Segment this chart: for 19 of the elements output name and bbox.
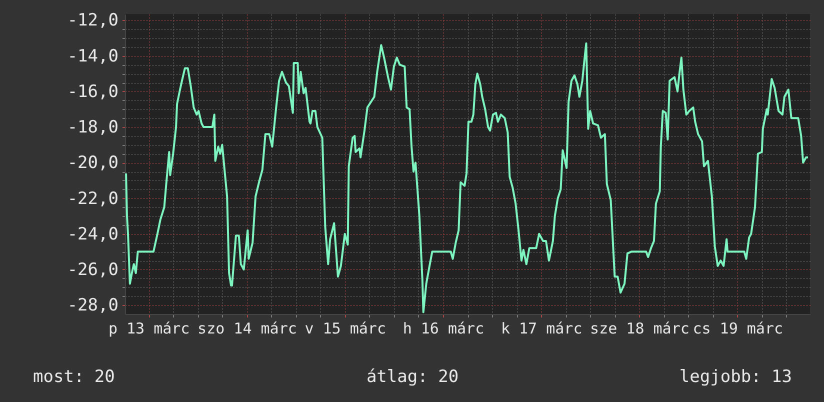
x-tick-label: v 15 márc (304, 320, 386, 338)
y-tick-label: -16,0 (67, 82, 118, 102)
y-tick-label: -18,0 (67, 118, 118, 138)
y-tick-label: -28,0 (67, 296, 118, 316)
text: átlag: 20 (366, 367, 459, 387)
x-tick-label: p 13 márc (108, 320, 190, 338)
y-tick-label: -12,0 (67, 10, 118, 31)
text: most: 20 (33, 367, 115, 387)
y-tick-label: -22,0 (67, 188, 118, 209)
x-tick-label: k 17 márc (500, 320, 582, 338)
x-tick-label: cs 19 márc (692, 320, 784, 338)
y-tick-label: -14,0 (67, 46, 118, 66)
x-tick-label: sze 18 márc (590, 320, 690, 338)
y-tick-label: -24,0 (67, 224, 118, 244)
x-tick-label: h 16 márc (402, 320, 484, 338)
y-tick-label: -20,0 (67, 153, 118, 174)
y-tick-label: -26,0 (67, 260, 118, 280)
x-tick-label: szo 14 márc (198, 320, 297, 338)
text: legjobb: 13 (679, 367, 792, 387)
